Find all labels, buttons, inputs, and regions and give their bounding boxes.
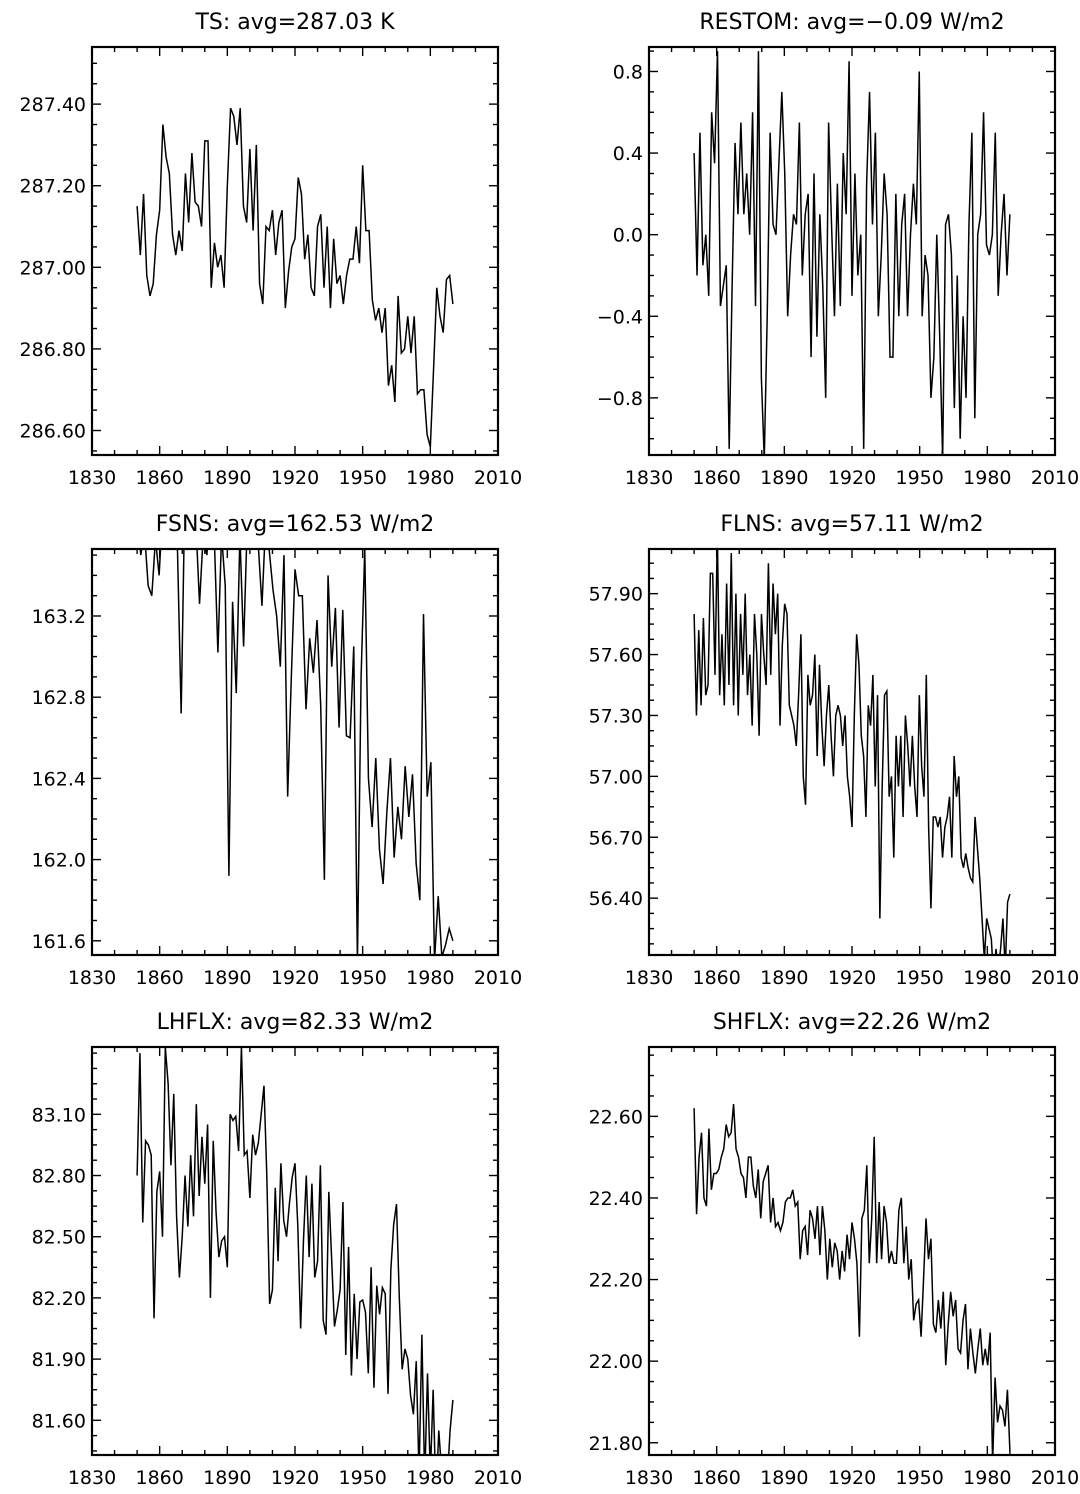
x-tick-label: 2010 [474, 1467, 522, 1489]
y-tick-label: 163.2 [32, 606, 86, 628]
x-tick-label: 1980 [963, 467, 1011, 489]
series-line-flns [693, 549, 1011, 955]
y-tick-label: 82.20 [32, 1288, 86, 1310]
x-tick-label: 1950 [895, 467, 943, 489]
plot-frame-fsns [90, 547, 500, 957]
panel-fsns: FSNS: avg=162.53 W/m2 1830 1860 1890 1920 195… [32, 512, 523, 989]
y-tick-label: 0.0 [613, 225, 643, 247]
x-tick-label: 1860 [135, 967, 183, 989]
x-tick-label: 1980 [406, 467, 454, 489]
y-tick-label: 287.00 [20, 257, 86, 279]
series-line-restom [693, 51, 1011, 455]
panel-title-ts: TS: avg=287.03 K [194, 10, 395, 35]
x-tick-label: 1890 [203, 1467, 251, 1489]
panel-title-lhflx: LHFLX: avg=82.33 W/m2 [157, 1010, 434, 1035]
x-tick-label: 1920 [828, 467, 876, 489]
x-tick-label: 1920 [271, 967, 319, 989]
x-tick-label: 1950 [895, 1467, 943, 1489]
x-tick-label: 1950 [338, 467, 386, 489]
y-tick-label: −0.4 [597, 306, 643, 328]
x-tick-label: 1920 [828, 967, 876, 989]
y-tick-label: 81.60 [32, 1410, 86, 1432]
y-tick-label: 162.4 [32, 768, 86, 790]
x-tick-label: 1920 [271, 467, 319, 489]
plot-frame-ts [90, 45, 500, 457]
panel-title-restom: RESTOM: avg=−0.09 W/m2 [699, 10, 1004, 35]
y-tick-label: 82.50 [32, 1227, 86, 1249]
y-tick-label: 287.20 [20, 176, 86, 198]
x-tick-label: 1830 [68, 967, 116, 989]
y-tick-label: 22.60 [589, 1106, 643, 1128]
x-tick-label: 1980 [406, 1467, 454, 1489]
y-tick-label: 81.90 [32, 1349, 86, 1371]
x-tick-label: 1830 [68, 467, 116, 489]
panel-ts: TS: avg=287.03 K 1830 1860 1890 1920 1950 1980… [20, 10, 523, 489]
series-line-lhflx [136, 1047, 454, 1455]
x-tick-label: 1890 [203, 967, 251, 989]
x-tick-label: 1950 [338, 967, 386, 989]
panel-title-shflx: SHFLX: avg=22.26 W/m2 [713, 1010, 991, 1035]
x-tick-label: 1950 [338, 1467, 386, 1489]
y-tick-label: 82.80 [32, 1166, 86, 1188]
x-tick-label: 1950 [895, 967, 943, 989]
x-tick-label: 1920 [828, 1467, 876, 1489]
x-tick-label: 1920 [271, 1467, 319, 1489]
y-tick-label: 22.40 [589, 1188, 643, 1210]
series-line-shflx [693, 1104, 1011, 1455]
panel-title-flns: FLNS: avg=57.11 W/m2 [720, 512, 983, 537]
x-tick-label: 1830 [625, 1467, 673, 1489]
y-tick-label: 0.8 [613, 61, 643, 83]
y-tick-label: 286.80 [20, 339, 86, 361]
y-tick-label: 162.0 [32, 850, 86, 872]
x-tick-label: 1860 [135, 1467, 183, 1489]
y-tick-label: 161.6 [32, 931, 86, 953]
x-tick-label: 2010 [1031, 967, 1079, 989]
x-tick-label: 2010 [1031, 467, 1079, 489]
y-tick-label: 57.00 [589, 766, 643, 788]
x-tick-label: 1980 [406, 967, 454, 989]
y-tick-label: 162.8 [32, 687, 86, 709]
x-tick-label: 1830 [625, 467, 673, 489]
x-tick-label: 1890 [203, 467, 251, 489]
x-tick-label: 2010 [474, 467, 522, 489]
y-tick-label: −0.8 [597, 388, 643, 410]
y-tick-label: 21.80 [589, 1433, 643, 1455]
x-tick-label: 1890 [760, 467, 808, 489]
x-tick-label: 1860 [692, 467, 740, 489]
y-tick-label: 286.60 [20, 421, 86, 443]
panel-shflx: SHFLX: avg=22.26 W/m2 1830 1860 1890 1920 195… [589, 1010, 1080, 1489]
y-tick-label: 57.90 [589, 584, 643, 606]
panel-lhflx: LHFLX: avg=82.33 W/m2 1830 1860 1890 1920 195… [32, 1010, 523, 1489]
panel-flns: FLNS: avg=57.11 W/m2 1830 1860 1890 1920 1950… [589, 512, 1080, 989]
y-tick-label: 22.20 [589, 1270, 643, 1292]
y-tick-label: 57.60 [589, 645, 643, 667]
x-tick-label: 1830 [68, 1467, 116, 1489]
x-tick-label: 1890 [760, 967, 808, 989]
x-tick-label: 2010 [474, 967, 522, 989]
y-tick-label: 57.30 [589, 705, 643, 727]
y-tick-label: 22.00 [589, 1351, 643, 1373]
x-tick-label: 1860 [692, 967, 740, 989]
x-tick-label: 1860 [692, 1467, 740, 1489]
x-tick-label: 1890 [760, 1467, 808, 1489]
y-tick-label: 0.4 [613, 143, 643, 165]
x-tick-label: 1980 [963, 1467, 1011, 1489]
series-line-ts [136, 107, 454, 448]
y-tick-label: 56.70 [589, 827, 643, 849]
panel-title-fsns: FSNS: avg=162.53 W/m2 [156, 512, 435, 537]
panel-restom: RESTOM: avg=−0.09 W/m2 1830 1860 1890 1920 19… [597, 10, 1079, 489]
y-tick-label: 287.40 [20, 94, 86, 116]
y-tick-label: 56.40 [589, 888, 643, 910]
y-tick-label: 83.10 [32, 1104, 86, 1126]
series-line-fsns [139, 549, 454, 955]
x-tick-label: 1830 [625, 967, 673, 989]
x-tick-label: 1860 [135, 467, 183, 489]
x-tick-label: 2010 [1031, 1467, 1079, 1489]
x-tick-label: 1980 [963, 967, 1011, 989]
